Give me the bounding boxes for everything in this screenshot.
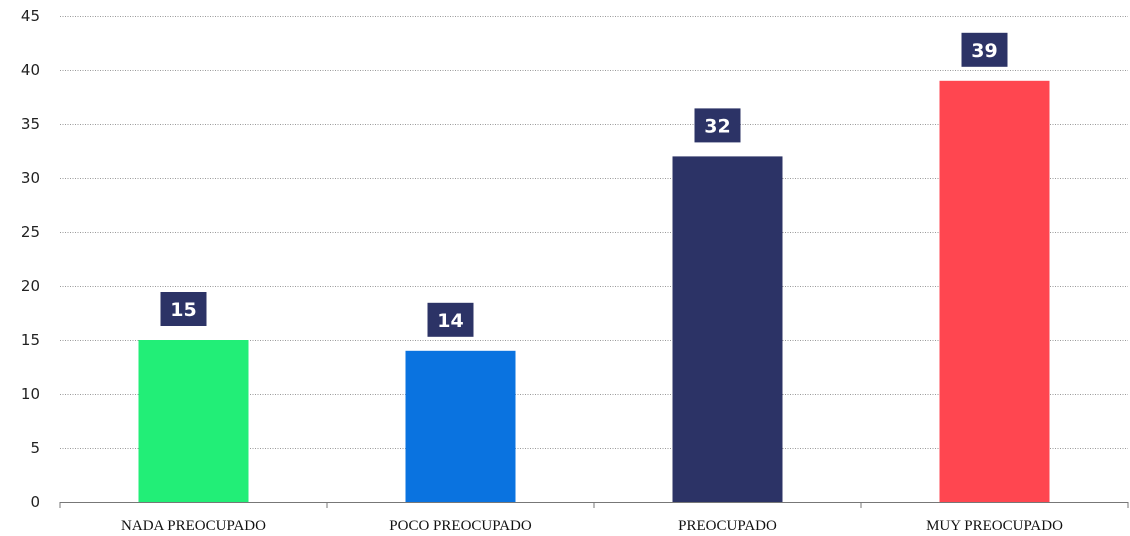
data-label: 32	[704, 115, 730, 137]
x-tick-label: MUY PREOCUPADO	[926, 518, 1063, 534]
y-tick-label: 5	[30, 439, 40, 457]
y-tick-label: 20	[21, 277, 40, 295]
x-axis-ticks: NADA PREOCUPADO POCO PREOCUPADO PREOCUPADO…	[121, 518, 1063, 534]
x-axis	[60, 502, 1128, 508]
y-tick-label: 0	[30, 493, 40, 511]
y-tick-label: 10	[21, 385, 40, 403]
x-tick-label: PREOCUPADO	[678, 518, 777, 534]
bar-3	[940, 81, 1050, 502]
y-tick-label: 45	[21, 7, 40, 25]
y-tick-label: 40	[21, 61, 40, 79]
y-tick-label: 35	[21, 115, 40, 133]
bar-2	[673, 156, 783, 502]
bars	[139, 81, 1050, 502]
data-label: 14	[437, 310, 463, 332]
bar-0	[139, 340, 249, 502]
x-tick-label: POCO PREOCUPADO	[389, 518, 532, 534]
bar-1	[406, 351, 516, 502]
data-labels: 15 14 32 39	[161, 33, 1008, 337]
y-axis-ticks: 0 5 10 15 20 25 30 35 40 45	[21, 7, 40, 511]
y-tick-label: 15	[21, 331, 40, 349]
y-tick-label: 30	[21, 169, 40, 187]
data-label: 15	[170, 299, 196, 321]
data-label: 39	[971, 40, 997, 62]
x-tick-label: NADA PREOCUPADO	[121, 518, 266, 534]
y-tick-label: 25	[21, 223, 40, 241]
